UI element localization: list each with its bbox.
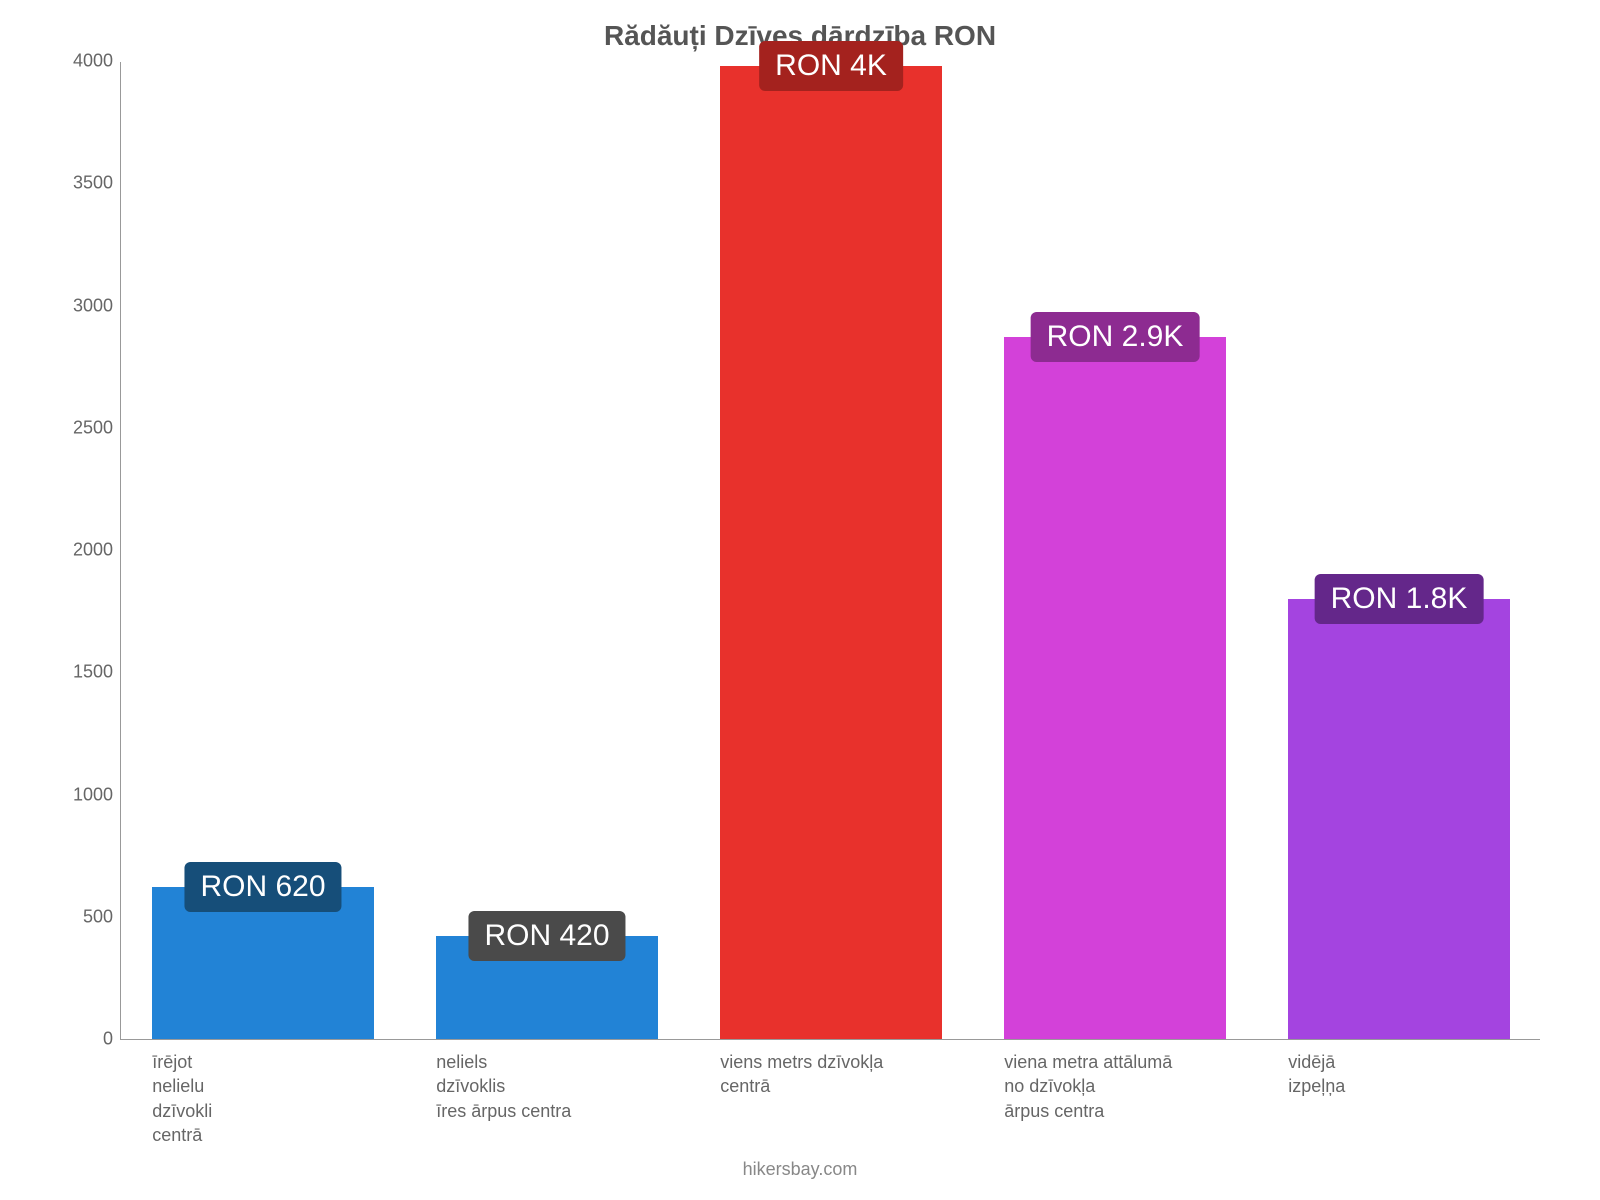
y-tick-label: 1000 — [61, 784, 113, 805]
bar — [1288, 599, 1510, 1039]
y-tick-label: 4000 — [61, 51, 113, 72]
bar-value-label: RON 620 — [184, 862, 341, 912]
y-tick-label: 2500 — [61, 417, 113, 438]
y-tick-label: 3000 — [61, 295, 113, 316]
plot-area: 05001000150020002500300035004000RON 620ī… — [120, 62, 1540, 1040]
y-tick-label: 1500 — [61, 662, 113, 683]
bar-value-label: RON 4K — [759, 41, 903, 91]
x-category-label: vidējā izpeļņa — [1288, 1050, 1570, 1099]
y-tick-label: 500 — [61, 906, 113, 927]
x-category-label: neliels dzīvoklis īres ārpus centra — [436, 1050, 718, 1123]
bar — [720, 66, 942, 1039]
bar-value-label: RON 1.8K — [1315, 574, 1484, 624]
x-category-label: viens metrs dzīvokļa centrā — [720, 1050, 1002, 1099]
chart-footer: hikersbay.com — [60, 1159, 1540, 1180]
y-tick-label: 2000 — [61, 540, 113, 561]
x-category-label: īrējot nelielu dzīvokli centrā — [152, 1050, 434, 1147]
y-tick-label: 3500 — [61, 173, 113, 194]
y-tick-label: 0 — [61, 1029, 113, 1050]
bar-value-label: RON 2.9K — [1031, 312, 1200, 362]
bar-value-label: RON 420 — [468, 911, 625, 961]
x-category-label: viena metra attālumā no dzīvokļa ārpus c… — [1004, 1050, 1286, 1123]
bar — [1004, 337, 1226, 1039]
chart-container: Rădăuți Dzīves dārdzība RON 050010001500… — [60, 20, 1540, 1180]
